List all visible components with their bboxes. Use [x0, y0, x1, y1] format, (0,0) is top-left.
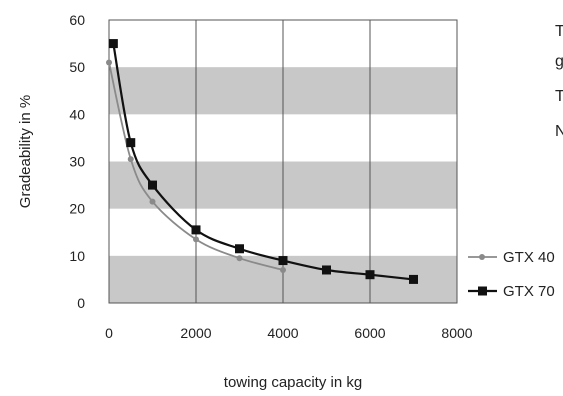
vertical-gridlines	[195, 20, 371, 303]
data-point	[235, 244, 244, 254]
y-tick-label: 20	[69, 201, 85, 217]
data-point	[280, 266, 286, 273]
series-layer	[106, 39, 418, 284]
side-text-fragment: T	[555, 88, 563, 105]
side-text-fragment: N	[555, 123, 563, 140]
x-tick-labels: 0 2000 4000 6000 8000	[105, 325, 473, 341]
data-point	[365, 270, 375, 280]
plot-border	[108, 19, 458, 304]
data-point	[278, 256, 288, 266]
data-point	[322, 265, 331, 275]
legend-label: GTX 40	[503, 249, 555, 266]
y-tick-label: 50	[69, 59, 85, 75]
legend-label: GTX 70	[503, 283, 555, 300]
side-text-fragment: g	[555, 53, 563, 70]
legend-marker	[479, 254, 485, 260]
x-axis-label: towing capacity in kg	[224, 374, 362, 391]
data-point	[108, 39, 118, 49]
series-gtx-40	[106, 59, 286, 273]
legend-marker	[478, 286, 487, 296]
data-point	[193, 236, 199, 243]
data-point	[148, 180, 157, 190]
data-point	[149, 198, 156, 205]
y-tick-labels: 0 10 20 30 40 50 60	[69, 12, 85, 311]
x-tick-label: 6000	[354, 325, 385, 341]
data-point	[409, 274, 418, 284]
x-tick-label: 4000	[267, 325, 298, 341]
legend-item: GTX 40	[468, 249, 555, 266]
y-tick-label: 40	[69, 106, 85, 122]
data-point	[127, 156, 134, 163]
x-tick-label: 0	[105, 325, 113, 341]
y-tick-label: 30	[69, 154, 85, 170]
y-tick-label: 10	[69, 248, 85, 264]
legend: GTX 40 GTX 70	[468, 249, 555, 300]
side-text-fragment: T	[555, 23, 563, 40]
data-point	[106, 59, 112, 66]
data-point	[126, 138, 136, 148]
x-tick-label: 8000	[441, 325, 472, 341]
y-tick-label: 0	[77, 295, 85, 311]
legend-item: GTX 70	[468, 283, 555, 300]
data-point	[191, 225, 201, 235]
x-tick-label: 2000	[180, 325, 211, 341]
y-tick-label: 60	[69, 12, 85, 28]
y-axis-label: Gradeability in %	[17, 95, 34, 208]
series-gtx-70	[108, 39, 418, 284]
data-point	[236, 255, 243, 262]
